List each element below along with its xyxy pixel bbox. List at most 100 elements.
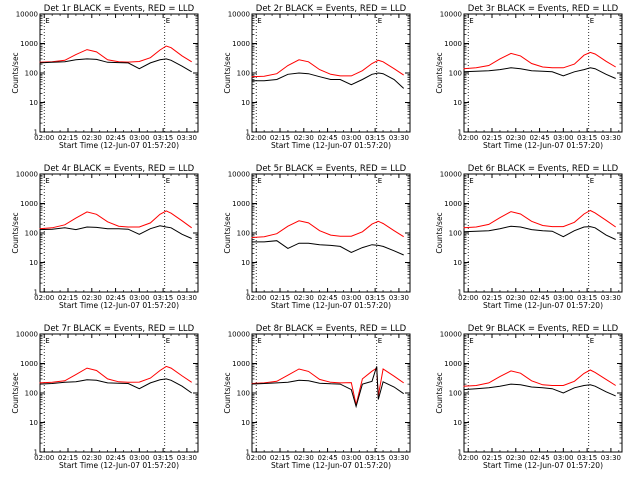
series-lld-line: [39, 365, 192, 384]
x-tick-label: 02:00: [246, 454, 266, 462]
x-tick-label: 03:00: [129, 294, 149, 302]
y-axis-label: Counts/sec: [11, 212, 20, 253]
y-tick-label: 10: [241, 419, 250, 427]
y-tick-label: 1: [246, 289, 250, 297]
y-tick-label: 1: [246, 129, 250, 137]
series-events-line: [39, 58, 192, 73]
y-tick-label: 100: [449, 70, 462, 78]
x-axis-label: Start Time (12-Jun-07 01:57:20): [483, 141, 603, 150]
x-tick-label: 02:15: [482, 134, 502, 142]
y-tick-label: 10: [453, 419, 462, 427]
y-tick-label: 10000: [440, 11, 462, 19]
plot-frame: [39, 333, 199, 453]
x-tick-label: 03:30: [389, 454, 409, 462]
panel-title: Det 5r BLACK = Events, RED = LLD: [256, 164, 407, 174]
event-marker-label: E: [469, 17, 473, 25]
y-tick-label: 100: [237, 390, 250, 398]
series-events-line: [251, 366, 404, 409]
y-tick-label: 1: [458, 449, 462, 457]
x-tick-label: 02:15: [482, 454, 502, 462]
x-tick-label: 02:45: [317, 294, 337, 302]
x-tick-label: 03:30: [601, 134, 621, 142]
x-tick-label: 02:45: [105, 134, 125, 142]
event-marker-label: E: [45, 337, 49, 345]
x-tick-label: 02:45: [317, 134, 337, 142]
x-tick-label: 02:00: [34, 134, 54, 142]
event-marker-label: E: [590, 177, 594, 185]
x-tick-label: 02:45: [317, 454, 337, 462]
panel-det-5: Det 5r BLACK = Events, RED = LLD 1 10 100 10…: [223, 164, 411, 310]
x-tick-label: 02:00: [246, 294, 266, 302]
y-tick-label: 10: [29, 99, 38, 107]
y-axis-label: Counts/sec: [435, 52, 444, 93]
series-events-line: [251, 72, 405, 89]
y-tick-label: 1000: [232, 360, 250, 368]
x-tick-label: 02:15: [270, 454, 290, 462]
series-lld-line: [463, 51, 616, 70]
x-tick-label: 03:00: [129, 134, 149, 142]
y-tick-label: 1: [34, 129, 38, 137]
x-tick-label: 02:30: [506, 134, 526, 142]
y-tick-label: 100: [237, 230, 250, 238]
plot-frame: [39, 173, 199, 293]
series-lld-line: [463, 209, 616, 229]
x-tick-label: 02:00: [458, 454, 478, 462]
x-tick-label: 02:30: [506, 454, 526, 462]
x-tick-label: 02:00: [458, 134, 478, 142]
series-events-line: [463, 225, 616, 240]
panel-title: Det 6r BLACK = Events, RED = LLD: [468, 164, 619, 174]
x-tick-label: 03:00: [341, 454, 361, 462]
y-tick-label: 10: [29, 419, 38, 427]
panel-title: Det 9r BLACK = Events, RED = LLD: [468, 324, 619, 334]
y-tick-label: 10000: [16, 171, 38, 179]
x-tick-label: 03:30: [389, 134, 409, 142]
x-tick-label: 02:30: [82, 294, 102, 302]
y-axis-label: Counts/sec: [223, 212, 232, 253]
x-tick-label: 03:30: [177, 294, 197, 302]
x-tick-label: 03:00: [553, 294, 573, 302]
y-tick-label: 1000: [20, 360, 38, 368]
x-tick-label: 03:30: [177, 134, 197, 142]
y-axis-label: Counts/sec: [11, 52, 20, 93]
x-tick-label: 02:15: [58, 454, 78, 462]
panel-det-3: Det 3r BLACK = Events, RED = LLD 1 10 100 10…: [435, 4, 623, 150]
event-marker-label: E: [45, 177, 49, 185]
x-tick-label: 02:00: [34, 294, 54, 302]
x-tick-label: 03:15: [577, 454, 597, 462]
series-events-line: [251, 240, 404, 256]
x-axis-label: Start Time (12-Jun-07 01:57:20): [59, 301, 179, 310]
panel-det-9: Det 9r BLACK = Events, RED = LLD 1 10 100 10…: [435, 324, 623, 470]
event-marker-label: E: [45, 17, 49, 25]
x-tick-label: 03:00: [129, 454, 149, 462]
x-tick-label: 03:15: [153, 134, 173, 142]
panel-title: Det 4r BLACK = Events, RED = LLD: [44, 164, 195, 174]
panel-title: Det 2r BLACK = Events, RED = LLD: [256, 4, 407, 14]
y-tick-label: 10: [29, 259, 38, 267]
panel-det-2: Det 2r BLACK = Events, RED = LLD 1 10 100 10…: [223, 4, 411, 150]
y-tick-label: 10000: [228, 171, 250, 179]
x-tick-label: 02:30: [294, 454, 314, 462]
y-tick-label: 1000: [232, 200, 250, 208]
event-marker-label: E: [166, 337, 170, 345]
x-tick-label: 03:00: [341, 134, 361, 142]
y-tick-label: 1000: [232, 40, 250, 48]
y-tick-label: 1: [458, 289, 462, 297]
y-tick-label: 10: [241, 259, 250, 267]
event-marker-label: E: [257, 177, 261, 185]
x-tick-label: 03:15: [153, 294, 173, 302]
series-events-line: [463, 383, 616, 397]
event-marker-label: E: [166, 17, 170, 25]
plot-frame: [463, 13, 623, 133]
x-tick-label: 02:45: [529, 454, 549, 462]
series-lld-line: [39, 210, 192, 230]
x-tick-label: 02:45: [529, 134, 549, 142]
event-marker-label: E: [469, 337, 473, 345]
x-axis-label: Start Time (12-Jun-07 01:57:20): [59, 461, 179, 470]
y-axis-label: Counts/sec: [223, 52, 232, 93]
x-tick-label: 02:15: [58, 134, 78, 142]
y-tick-label: 1: [246, 449, 250, 457]
y-tick-label: 10000: [440, 171, 462, 179]
x-tick-label: 03:15: [153, 454, 173, 462]
x-tick-label: 02:45: [105, 294, 125, 302]
